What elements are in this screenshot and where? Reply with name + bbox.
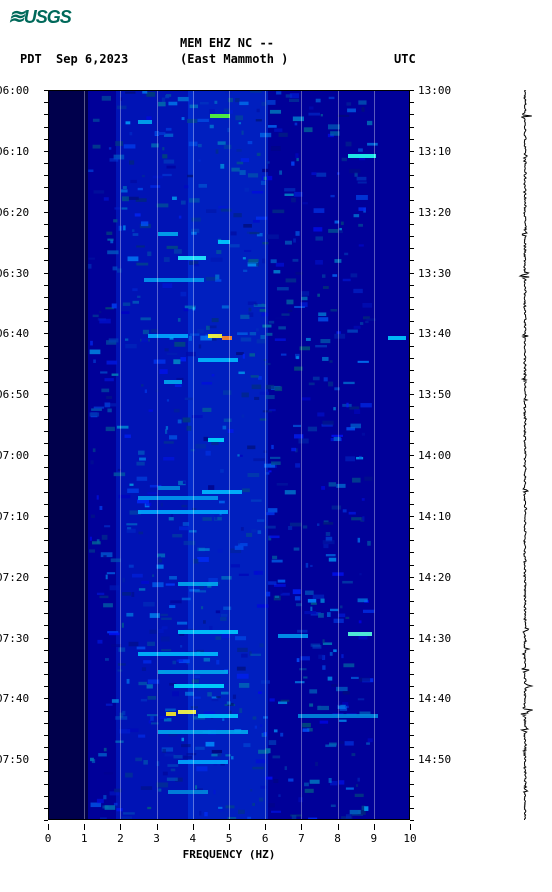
left-time-label: 07:00	[0, 449, 40, 462]
left-time-label: 06:20	[0, 206, 40, 219]
right-time-label: 13:40	[418, 327, 451, 340]
x-tick-label: 5	[226, 832, 233, 845]
left-time-label: 06:50	[0, 388, 40, 401]
usgs-wave-icon: ≋	[8, 4, 24, 29]
left-time-label: 07:10	[0, 510, 40, 523]
usgs-logo: ≋ USGS	[8, 4, 71, 29]
x-axis: 012345678910 FREQUENCY (HZ)	[48, 824, 410, 861]
right-time-label: 14:20	[418, 571, 451, 584]
x-axis-title: FREQUENCY (HZ)	[48, 848, 410, 861]
left-time-label: 06:10	[0, 145, 40, 158]
x-tick-label: 4	[189, 832, 196, 845]
right-time-label: 14:00	[418, 449, 451, 462]
right-time-label: 14:40	[418, 692, 451, 705]
left-time-label: 07:50	[0, 753, 40, 766]
station-sub-label: (East Mammoth )	[180, 52, 288, 66]
x-tick-label: 8	[334, 832, 341, 845]
x-tick-label: 0	[45, 832, 52, 845]
spectrogram-svg	[48, 90, 410, 820]
left-time-label: 06:40	[0, 327, 40, 340]
left-time-label: 07:30	[0, 632, 40, 645]
x-tick-label: 10	[403, 832, 416, 845]
x-tick-labels: 012345678910	[48, 830, 410, 846]
utc-label: UTC	[394, 52, 416, 66]
right-time-label: 13:50	[418, 388, 451, 401]
x-tick-label: 7	[298, 832, 305, 845]
x-tick-label: 3	[153, 832, 160, 845]
left-time-axis: 06:0006:1006:2006:3006:4006:5007:0007:10…	[0, 90, 44, 820]
x-tick-label: 2	[117, 832, 124, 845]
left-time-label: 07:40	[0, 692, 40, 705]
right-time-label: 13:10	[418, 145, 451, 158]
x-tick-label: 6	[262, 832, 269, 845]
right-time-label: 13:30	[418, 267, 451, 280]
left-time-label: 07:20	[0, 571, 40, 584]
left-time-label: 06:00	[0, 84, 40, 97]
date-label: Sep 6,2023	[56, 52, 128, 66]
station-label: MEM EHZ NC --	[180, 36, 274, 50]
right-time-label: 14:30	[418, 632, 451, 645]
right-time-label: 14:10	[418, 510, 451, 523]
x-tick-label: 1	[81, 832, 88, 845]
seismogram-trace	[510, 90, 540, 820]
spectrogram-chart	[48, 90, 410, 820]
right-time-label: 14:50	[418, 753, 451, 766]
right-time-label: 13:00	[418, 84, 451, 97]
usgs-logo-text: USGS	[24, 7, 71, 27]
left-time-label: 06:30	[0, 267, 40, 280]
right-time-axis: 13:0013:1013:2013:3013:4013:5014:0014:10…	[414, 90, 458, 820]
right-time-label: 13:20	[418, 206, 451, 219]
x-tick-label: 9	[370, 832, 377, 845]
pdt-label: PDT	[20, 52, 42, 66]
